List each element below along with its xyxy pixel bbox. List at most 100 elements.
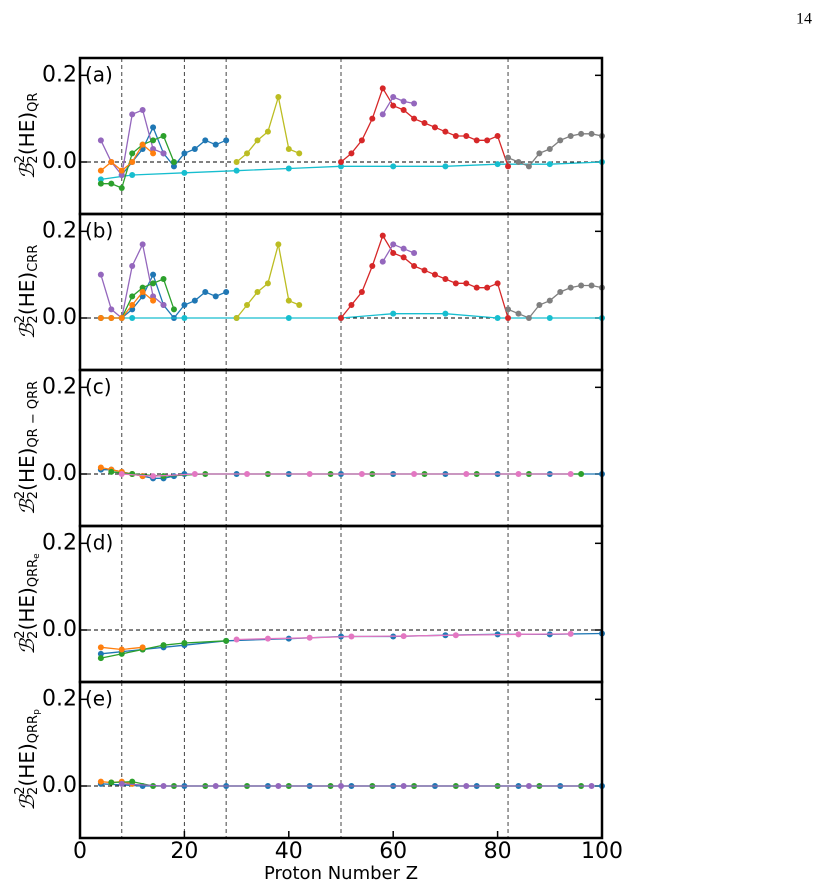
- data-point: [536, 302, 543, 308]
- data-point: [233, 315, 240, 321]
- label-sub: 2: [26, 315, 41, 323]
- data-point: [264, 128, 271, 135]
- y-tick-label: 0.2: [42, 530, 77, 555]
- data-point: [505, 163, 512, 170]
- data-point: [129, 778, 136, 785]
- data-point: [379, 258, 386, 265]
- data-point: [118, 315, 125, 321]
- label-sup: 2: [13, 155, 28, 163]
- data-point: [421, 120, 428, 126]
- data-point: [129, 111, 136, 118]
- data-point: [505, 315, 512, 321]
- page-number: 14: [796, 11, 812, 28]
- data-point: [129, 293, 136, 300]
- data-point: [181, 302, 188, 308]
- data-point: [358, 289, 365, 295]
- data-point: [97, 650, 104, 657]
- data-point: [97, 180, 104, 187]
- data-point: [515, 471, 522, 477]
- y-tick-label: 0.0: [42, 617, 77, 642]
- label-symbol: ℬ: [15, 638, 39, 655]
- y-axis-label: ℬ22(HE)QRRp: [13, 709, 42, 811]
- data-point: [463, 133, 470, 139]
- data-point: [150, 293, 157, 300]
- data-point: [223, 637, 230, 644]
- data-point: [275, 241, 282, 248]
- data-point: [139, 644, 146, 651]
- series-line: [507, 133, 603, 168]
- data-point: [578, 130, 585, 137]
- data-point: [411, 115, 418, 122]
- data-point: [160, 276, 167, 282]
- data-point: [567, 630, 574, 637]
- data-point: [118, 185, 125, 191]
- y-axis-label: ℬ22(HE)QR − QRR: [13, 381, 41, 515]
- panel-label: (a): [85, 63, 113, 87]
- data-point: [442, 276, 449, 282]
- panel: 0.0 0.2 (a) ℬ22(HE)QR: [13, 56, 605, 216]
- data-point: [296, 150, 303, 157]
- data-point: [411, 100, 418, 107]
- data-point: [567, 284, 574, 291]
- data-point: [118, 471, 125, 477]
- data-point: [129, 471, 136, 477]
- data-point: [369, 115, 376, 122]
- data-point: [338, 315, 344, 321]
- series-line: [100, 640, 227, 659]
- x-tick-label: 20: [170, 839, 198, 864]
- data-point: [97, 778, 104, 785]
- data-point: [567, 471, 574, 477]
- data-point: [275, 94, 282, 100]
- data-point: [494, 161, 501, 168]
- data-point: [390, 94, 397, 100]
- y-tick-label: 0.2: [42, 218, 77, 243]
- panel-label: (b): [85, 219, 113, 243]
- data-point: [108, 159, 115, 165]
- label-body: (HE): [15, 448, 39, 491]
- label-index: CRR: [26, 245, 41, 272]
- label-index-sub: p: [32, 709, 42, 715]
- panel-label: (e): [85, 687, 113, 711]
- data-point: [285, 297, 292, 304]
- data-point: [97, 464, 104, 471]
- y-tick-label: 0.2: [42, 374, 77, 399]
- data-point: [233, 167, 240, 174]
- data-point: [546, 146, 553, 152]
- x-tick-label: 60: [379, 839, 407, 864]
- data-point: [379, 85, 386, 92]
- label-sub: 2: [26, 631, 41, 639]
- data-point: [97, 137, 104, 144]
- series-line: [382, 243, 415, 263]
- data-point: [452, 280, 459, 287]
- data-point: [369, 263, 376, 269]
- data-point: [546, 297, 553, 304]
- data-point: [494, 280, 501, 287]
- series-line: [236, 633, 571, 641]
- data-point: [254, 289, 261, 295]
- data-point: [452, 632, 459, 639]
- panel-label: (c): [85, 375, 112, 399]
- y-axis-label: ℬ22(HE)QRRe: [13, 553, 42, 655]
- label-sup: 2: [13, 630, 28, 638]
- label-index: QR − QRR: [26, 381, 41, 448]
- data-point: [390, 241, 397, 248]
- data-point: [546, 161, 553, 168]
- data-point: [202, 137, 209, 144]
- data-point: [463, 471, 470, 477]
- data-point: [525, 163, 532, 170]
- data-point: [108, 315, 115, 321]
- data-point: [150, 280, 157, 287]
- data-point: [338, 159, 344, 165]
- data-point: [390, 163, 397, 170]
- data-point: [129, 263, 136, 269]
- y-tick-label: 0.0: [42, 149, 77, 174]
- label-sup: 2: [13, 491, 28, 499]
- data-point: [379, 232, 386, 239]
- data-point: [588, 282, 595, 289]
- data-point: [285, 146, 292, 152]
- data-point: [348, 633, 355, 640]
- data-point: [431, 271, 438, 278]
- data-point: [212, 293, 219, 300]
- data-point: [452, 133, 459, 139]
